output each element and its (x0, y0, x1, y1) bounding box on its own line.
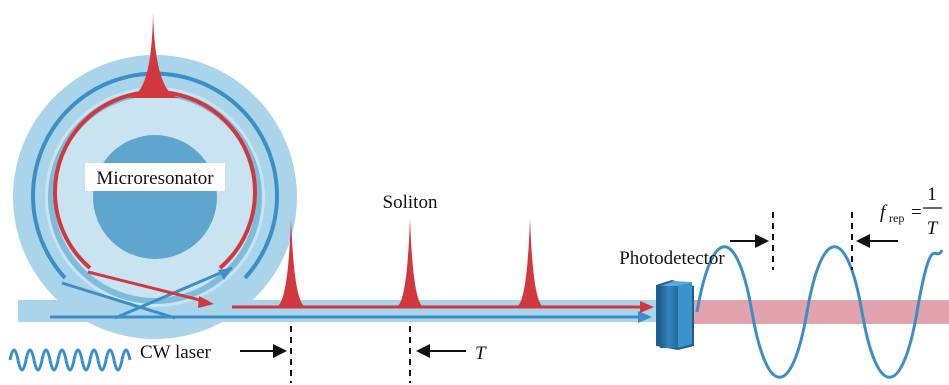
frep-f: f (880, 202, 888, 223)
frep-numerator: 1 (927, 184, 937, 205)
frep-formula: f rep = 1 T (880, 184, 942, 239)
coupling-line-1 (61, 281, 176, 320)
rf-arrow-right-head (856, 234, 870, 248)
cw-laser-label: CW laser (140, 342, 212, 363)
soliton-pulse-2 (396, 218, 424, 307)
coupling-arrowhead (218, 268, 232, 280)
soliton-label: Soliton (383, 192, 438, 213)
rf-arrow-left-head (755, 234, 769, 248)
photodetector-label: Photodetector (619, 248, 725, 269)
microresonator (13, 12, 297, 339)
soliton-train-arrowhead (640, 301, 654, 313)
red-outcoupling-line (87, 270, 209, 304)
period-arrow-left-head (273, 344, 287, 358)
ring-soliton-peak (128, 12, 180, 98)
microresonator-label-bg (85, 163, 225, 191)
frep-subscript: rep (889, 211, 904, 225)
output-band (688, 300, 949, 324)
period-arrow-right-head (416, 344, 430, 358)
frep-denominator: T (927, 218, 939, 239)
detector-top (660, 281, 692, 286)
resonator-core (93, 135, 217, 259)
soliton-pulse-3 (516, 218, 544, 307)
period-label: T (475, 343, 487, 364)
frep-equals: = (911, 202, 922, 223)
photodetector (656, 280, 694, 350)
detector-side (678, 282, 692, 348)
cw-pump-arrowhead (638, 311, 652, 323)
soliton-pulse-1 (276, 218, 306, 307)
cw-input-wave (8, 348, 132, 372)
red-outcoupling-arrowhead (198, 296, 214, 308)
microresonator-label: Microresonator (96, 168, 214, 189)
rf-output-wave (695, 245, 944, 379)
detector-front (660, 286, 678, 348)
